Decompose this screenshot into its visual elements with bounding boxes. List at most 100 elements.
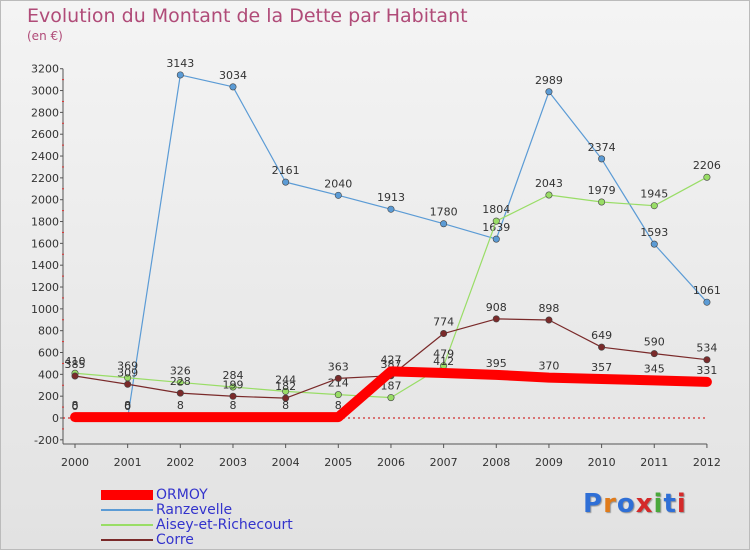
data-label-Aisey-et-Richecourt: 1979	[588, 184, 616, 197]
data-point-Corre	[176, 389, 184, 397]
data-label-ORMOY: 8	[229, 399, 236, 412]
y-tick-label: 2000	[31, 194, 59, 207]
legend: ORMOY Ranzevelle Aisey-et-Richecourt Corre	[101, 486, 293, 548]
y-tick-label: 2600	[31, 128, 59, 141]
unit-label: (en €)	[27, 29, 63, 43]
logo-letter: o	[616, 489, 636, 519]
x-tick-label: 2006	[377, 456, 405, 469]
data-label-Corre: 898	[538, 302, 559, 315]
data-point-Corre	[124, 380, 132, 388]
data-label-Ranzevelle: 1061	[693, 284, 721, 297]
data-point-Ranzevelle	[440, 220, 448, 228]
data-label-Aisey-et-Richecourt: 2043	[535, 177, 563, 190]
data-label-Aisey-et-Richecourt: 2206	[693, 159, 721, 172]
data-point-Ranzevelle	[650, 240, 658, 248]
legend-item: Aisey-et-Richecourt	[101, 516, 293, 533]
data-label-ORMOY: 395	[486, 357, 507, 370]
data-label-Ranzevelle: 1593	[640, 226, 668, 239]
data-label-Corre: 908	[486, 301, 507, 314]
data-label-ORMOY: 8	[124, 399, 131, 412]
data-label-ORMOY: 8	[282, 399, 289, 412]
data-label-Corre: 309	[117, 366, 138, 379]
data-label-Ranzevelle: 1913	[377, 191, 405, 204]
data-label-Aisey-et-Richecourt: 479	[433, 348, 454, 361]
data-label-Ranzevelle: 2374	[588, 141, 616, 154]
y-tick-label: 2800	[31, 106, 59, 119]
data-point-Ranzevelle	[282, 178, 290, 186]
data-point-Ranzevelle	[545, 88, 553, 96]
legend-swatch	[101, 508, 153, 511]
data-point-Corre	[440, 330, 448, 338]
data-point-Ranzevelle	[598, 155, 606, 163]
x-tick-label: 2004	[272, 456, 300, 469]
logo-letter: i	[653, 489, 664, 519]
data-point-Corre	[598, 343, 606, 351]
data-label-ORMOY: 357	[591, 361, 612, 374]
data-point-Ranzevelle	[334, 191, 342, 199]
chart-title: Evolution du Montant de la Dette par Hab…	[27, 5, 468, 27]
legend-item: Ranzevelle	[101, 501, 293, 518]
x-tick-label: 2010	[588, 456, 616, 469]
data-point-Aisey-et-Richecourt	[545, 191, 553, 199]
legend-item: Corre	[101, 531, 293, 548]
data-label-ORMOY: 8	[177, 399, 184, 412]
legend-label: Corre	[156, 531, 194, 548]
data-label-Ranzevelle: 1780	[430, 206, 458, 219]
x-tick-label: 2008	[482, 456, 510, 469]
data-label-Aisey-et-Richecourt: 244	[275, 373, 296, 386]
data-label-Corre: 182	[275, 380, 296, 393]
data-label-Corre: 534	[696, 342, 717, 355]
data-label-Corre: 363	[328, 360, 349, 373]
y-tick-label: 1800	[31, 216, 59, 229]
x-tick-label: 2003	[219, 456, 247, 469]
data-label-Ranzevelle: 0	[124, 400, 131, 413]
logo-letter: t	[663, 489, 677, 519]
y-tick-label: 600	[38, 347, 59, 360]
data-label-Aisey-et-Richecourt: 326	[170, 364, 191, 377]
legend-label: Ranzevelle	[156, 501, 233, 518]
data-point-Corre	[703, 356, 711, 364]
data-point-Ranzevelle	[492, 235, 500, 243]
y-tick-label: 3000	[31, 85, 59, 98]
data-label-Aisey-et-Richecourt: 369	[117, 360, 138, 373]
series-line-ORMOY	[70, 366, 712, 423]
data-point-Corre	[545, 316, 553, 324]
data-point-Aisey-et-Richecourt	[598, 198, 606, 206]
data-label-Corre: 228	[170, 375, 191, 388]
x-tick-label: 2005	[324, 456, 352, 469]
data-point-Aisey-et-Richecourt	[387, 394, 395, 402]
logo-letter: i	[676, 489, 687, 519]
data-point-Corre	[282, 394, 290, 402]
data-point-Aisey-et-Richecourt	[176, 378, 184, 386]
data-label-ORMOY: 331	[696, 364, 717, 377]
data-label-Aisey-et-Richecourt: 1804	[482, 203, 510, 216]
legend-item: ORMOY	[101, 486, 293, 503]
y-tick-label: 0	[52, 412, 59, 425]
data-point-Corre	[334, 374, 342, 382]
data-point-Aisey-et-Richecourt	[492, 217, 500, 225]
data-label-Ranzevelle: 2161	[272, 164, 300, 177]
data-point-Ranzevelle	[387, 205, 395, 213]
legend-swatch	[101, 523, 153, 526]
legend-label: ORMOY	[156, 486, 208, 503]
data-point-Ranzevelle	[703, 298, 711, 306]
data-label-Ranzevelle: 3143	[166, 57, 194, 70]
x-tick-label: 2002	[166, 456, 194, 469]
data-label-Corre: 590	[644, 336, 665, 349]
data-label-Ranzevelle: 3034	[219, 69, 247, 82]
x-tick-label: 2012	[693, 456, 721, 469]
data-label-Corre: 774	[433, 316, 454, 329]
y-tick-label: 2400	[31, 150, 59, 163]
y-tick-label: -200	[34, 434, 59, 447]
data-point-Corre	[229, 392, 237, 400]
data-point-Aisey-et-Richecourt	[650, 202, 658, 210]
legend-label: Aisey-et-Richecourt	[156, 516, 293, 533]
data-point-Aisey-et-Richecourt	[229, 383, 237, 391]
data-label-Aisey-et-Richecourt: 187	[380, 380, 401, 393]
data-label-ORMOY: 370	[538, 360, 559, 373]
y-tick-label: 200	[38, 390, 59, 403]
data-label-Aisey-et-Richecourt: 410	[65, 355, 86, 368]
data-label-ORMOY: 412	[433, 355, 454, 368]
data-point-Aisey-et-Richecourt	[703, 173, 711, 181]
